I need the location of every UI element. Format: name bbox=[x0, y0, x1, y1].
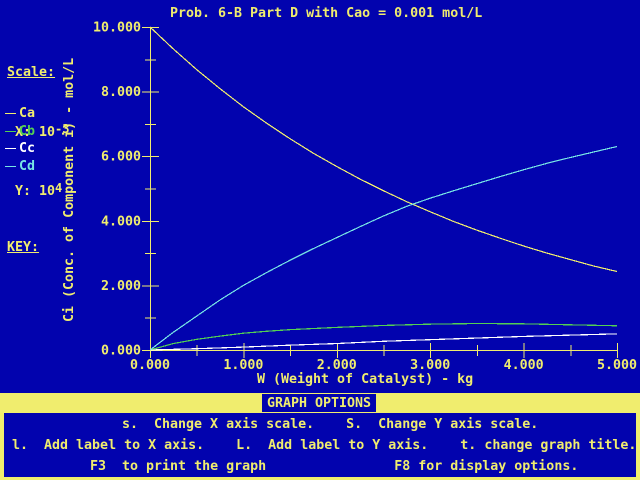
axes bbox=[142, 27, 618, 358]
x-tick-label: 3.000 bbox=[410, 358, 450, 373]
graph-options-panel: GRAPH OPTIONS s. Change X axis scale. S.… bbox=[0, 393, 640, 480]
y-tick-label: 2.000 bbox=[101, 279, 141, 294]
menu-line-axis-labels[interactable]: l. Add label to X axis. L. Add label to … bbox=[12, 438, 637, 453]
key-item-ca: Ca bbox=[5, 105, 35, 123]
y-tick-label: 8.000 bbox=[101, 85, 141, 100]
key-item-cd: Cd bbox=[5, 158, 35, 176]
scale-heading: Scale: bbox=[7, 65, 56, 80]
y-tick-label: 6.000 bbox=[101, 150, 141, 165]
x-tick-label: 1.000 bbox=[223, 358, 263, 373]
key-line-swatch bbox=[5, 165, 16, 167]
key-item-label: Cc bbox=[19, 141, 36, 156]
key-heading: KEY: bbox=[7, 239, 40, 255]
key-item-label: Cb bbox=[19, 123, 36, 139]
scale-block: Scale: X: 10-3 Y: 104 KEY: bbox=[7, 27, 70, 294]
key-item-cc: Cc bbox=[5, 140, 35, 158]
y-scale-exponent: 4 bbox=[55, 181, 63, 195]
tick-labels: 0.000 2.000 4.000 6.000 8.000 10.000 0.000 1.00… bbox=[93, 21, 637, 374]
graph-options-header: GRAPH OPTIONS bbox=[0, 393, 640, 413]
menu-line-axis-scale[interactable]: s. Change X axis scale. S. Change Y axis… bbox=[122, 417, 539, 432]
x-tick-label: 0.000 bbox=[130, 358, 170, 373]
plot-svg: 0.000 2.000 4.000 6.000 8.000 10.000 0.000 1.00… bbox=[93, 21, 637, 374]
x-scale-exponent: -3 bbox=[55, 121, 70, 136]
chart-title: Prob. 6-B Part D with Cao = 0.001 mol/L bbox=[170, 6, 483, 21]
key-item-cb: Cb bbox=[5, 123, 35, 141]
graph-options-body: s. Change X axis scale. S. Change Y axis… bbox=[4, 413, 636, 477]
key-item-label: Ca bbox=[19, 106, 36, 121]
graph-options-title: GRAPH OPTIONS bbox=[262, 394, 376, 412]
x-scale-value: X: 10-3 bbox=[15, 121, 70, 140]
key-item-label: Cd bbox=[19, 158, 36, 174]
key-line-swatch bbox=[5, 148, 16, 150]
y-tick-label: 4.000 bbox=[101, 214, 141, 229]
series-ca bbox=[149, 26, 618, 273]
series-cb bbox=[149, 322, 618, 351]
y-tick-label: 0.000 bbox=[101, 344, 141, 359]
series-cc bbox=[149, 333, 618, 351]
key-line-swatch bbox=[5, 130, 16, 132]
x-tick-label: 2.000 bbox=[317, 358, 357, 373]
key-line-swatch bbox=[5, 113, 16, 115]
series-cd bbox=[149, 145, 618, 351]
x-tick-label: 5.000 bbox=[597, 358, 637, 373]
y-tick-label: 10.000 bbox=[93, 21, 141, 36]
y-scale-value: Y: 104 bbox=[15, 181, 63, 199]
x-axis-label: W (Weight of Catalyst) - kg bbox=[257, 372, 474, 387]
legend: Ca Cb Cc Cd bbox=[5, 105, 35, 175]
x-tick-label: 4.000 bbox=[504, 358, 544, 373]
menu-line-print-display[interactable]: F3 to print the graph F8 for display opt… bbox=[90, 459, 579, 474]
